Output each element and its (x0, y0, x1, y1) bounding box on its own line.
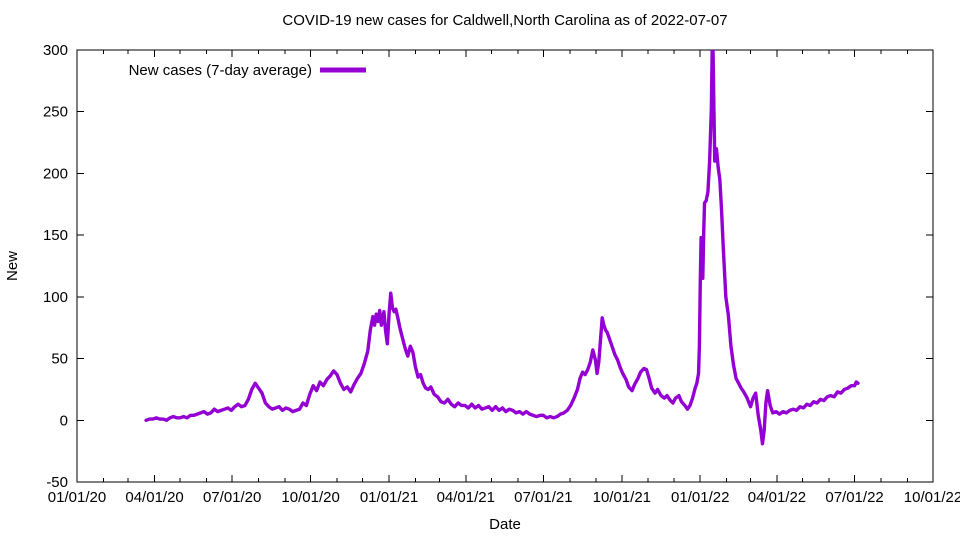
plot-border (76, 49, 934, 483)
y-tick-label: 250 (43, 104, 68, 121)
x-tick-label: 07/01/22 (825, 489, 883, 506)
x-tick-label: 04/01/22 (748, 489, 806, 506)
x-tick-label: 01/01/21 (360, 489, 418, 506)
y-tick-label: 150 (43, 227, 68, 244)
y-tick-label: 50 (51, 351, 68, 368)
x-tick-label: 07/01/20 (203, 489, 261, 506)
legend: New cases (7-day average) (129, 62, 366, 79)
x-tick-label: 10/01/21 (593, 489, 651, 506)
axis-ticks (76, 49, 934, 483)
x-tick-label: 01/01/22 (671, 489, 729, 506)
y-tick-label: 100 (43, 289, 68, 306)
y-tick-label: -50 (46, 474, 68, 491)
x-tick-label: 10/01/22 (904, 489, 960, 506)
data-series (144, 50, 860, 446)
x-tick-label: 04/01/21 (437, 489, 495, 506)
x-tick-label: 01/01/20 (48, 489, 106, 506)
x-tick-label: 04/01/20 (125, 489, 183, 506)
y-tick-label: 300 (43, 42, 68, 59)
chart-title: COVID-19 new cases for Caldwell,North Ca… (282, 12, 727, 29)
legend-label: New cases (7-day average) (129, 62, 312, 79)
x-axis-label: Date (489, 516, 521, 533)
y-tick-label: 0 (60, 412, 68, 429)
x-tick-label: 10/01/20 (281, 489, 339, 506)
x-tick-label: 07/01/21 (514, 489, 572, 506)
series-line (144, 50, 860, 446)
y-axis-label: New (4, 251, 21, 281)
axis-tick-labels: -50 0 50 100 150 200 250 300 01/01/20 04/01/20 07/… (43, 42, 960, 506)
y-tick-label: 200 (43, 165, 68, 182)
